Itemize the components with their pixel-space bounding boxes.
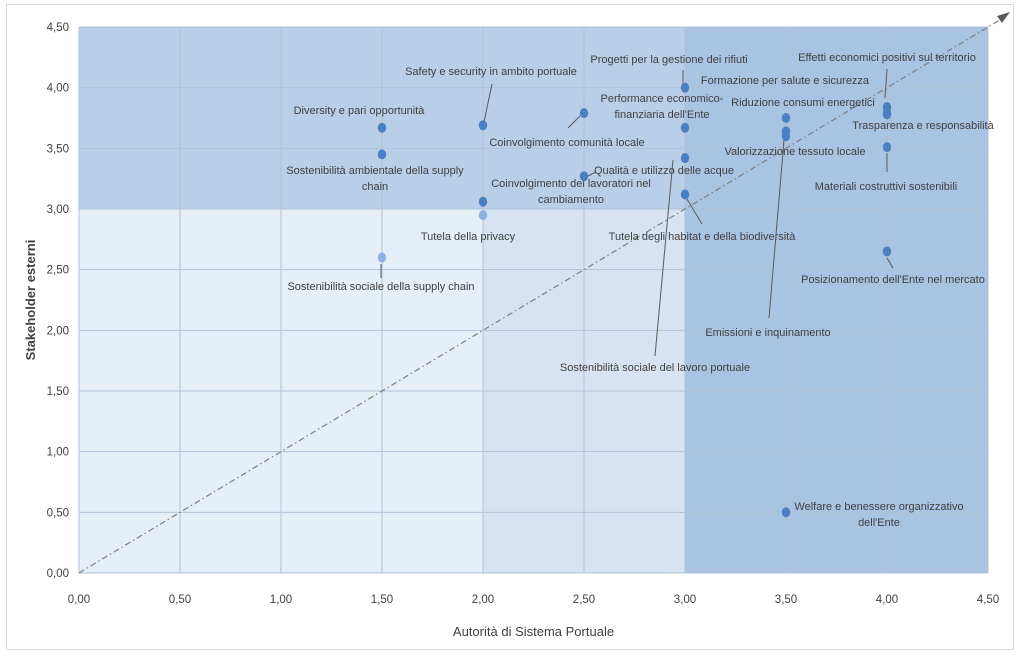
leader-line [654,159,674,357]
y-axis-title: Stakeholder esterni [23,240,38,361]
data-point [680,153,690,164]
data-point [377,252,387,263]
x-tick-label: 1,50 [371,594,393,606]
data-point-label-line: Sostenibilità sociale del lavoro portual… [560,362,750,374]
data-point-label: Sostenibilità sociale del lavoro portual… [560,362,750,374]
data-point-label: Trasparenza e responsabilità [852,120,994,132]
x-tick-label: 0,50 [169,594,191,606]
data-point-label: Welfare e benessere organizzativo dell'En… [794,501,963,529]
data-point-label-line: Posizionamento dell'Ente nel mercato [801,274,985,286]
diagonal-arrow-head [997,12,1010,23]
data-point [579,171,589,182]
leader-line [768,139,785,319]
data-point-label: Performance economico-finanziaria dell'E… [601,93,724,121]
data-point-label: Coinvolgimento dei lavoratori nel cambiam… [491,178,651,206]
data-point-label: Formazione per salute e sicurezza [701,75,870,87]
data-point [680,189,690,200]
data-point-label-line: Sostenibilità sociale della supply chain [287,281,474,293]
y-tick-label: 1,50 [47,386,69,398]
x-tick-label: 4,50 [977,594,999,606]
x-tick-label: 1,00 [270,594,292,606]
data-point [781,131,791,142]
leader-line [886,257,894,269]
data-point [781,507,791,518]
data-point-label-line: Formazione per salute e sicurezza [701,75,870,87]
data-point [882,109,892,120]
data-point-label-line: Progetti per la gestione dei rifiuti [590,54,747,66]
data-point-label: Sostenibilità ambientale della supply cha… [286,165,464,193]
data-point-label-line: cambiamento [538,194,604,206]
data-point-label: Posizionamento dell'Ente nel mercato [801,274,985,286]
data-point-label-line: Coinvolgimento dei lavoratori nel [491,178,651,190]
y-tick-label: 0,50 [47,507,69,519]
y-tick-label: 3,50 [47,143,69,155]
y-tick-label: 4,00 [47,83,69,95]
data-point-label-line: finanziaria dell'Ente [614,109,709,121]
zone-right-band [685,27,988,573]
data-point [781,113,791,123]
leader-line [884,68,888,99]
data-point-label-line: Safety e security in ambito portuale [405,66,577,78]
data-point-label: Coinvolgimento comunità locale [489,137,644,149]
leader-line [587,171,597,177]
data-point-label-line: Tutela degli habitat e della biodiversit… [609,231,797,243]
data-point-label-line: Welfare e benessere organizzativo [794,501,963,513]
y-tick-label: 4,50 [47,22,69,34]
data-point-label-line: Trasparenza e responsabilità [852,120,994,132]
data-point-label: Qualità e utilizzo delle acque [594,165,734,177]
data-point-label-line: Effetti economici positivi sul territori… [798,52,976,64]
y-tick-label: 0,00 [47,568,69,580]
data-point [882,142,892,153]
leader-line [483,83,493,123]
data-point [377,149,387,160]
x-tick-label: 4,00 [876,594,898,606]
data-point-label-line: Emissioni e inquinamento [705,327,830,339]
data-point-label: Effetti economici positivi sul territori… [798,52,976,64]
x-tick-label: 3,00 [674,594,696,606]
diagonal-reference-line [78,17,1004,574]
x-axis-title: Autorità di Sistema Portuale [453,624,614,639]
data-point-label: Valorizzazione tessuto locale [724,146,865,158]
data-point-label-line: dell'Ente [858,517,900,529]
data-point-label-line: Tutela della privacy [421,231,516,243]
data-point [680,122,690,133]
data-point-label-line: Performance economico- [601,93,724,105]
x-tick-label: 2,50 [573,594,595,606]
y-tick-label: 2,00 [47,325,69,337]
x-tick-label: 2,00 [472,594,494,606]
data-point [478,120,488,131]
data-point-label: Tutela della privacy [421,231,516,243]
data-point [680,82,690,93]
chart-frame [6,4,1014,650]
data-point [882,246,892,257]
y-tick-label: 2,50 [47,265,69,277]
y-tick-label: 1,00 [47,447,69,459]
data-point [478,210,488,221]
data-point-label: Safety e security in ambito portuale [405,66,577,78]
x-tick-label: 0,00 [68,594,90,606]
data-point-label-line: chain [362,181,388,193]
data-point-label-line: Diversity e pari opportunità [294,105,426,117]
y-tick-label: 3,00 [47,204,69,216]
data-point-label: Progetti per la gestione dei rifiuti [590,54,747,66]
data-point-label-line: Coinvolgimento comunità locale [489,137,644,149]
data-point-label: Sostenibilità sociale della supply chain [287,281,474,293]
data-point [478,196,488,207]
data-point-label-line: Sostenibilità ambientale della supply [286,165,464,177]
data-point-label-line: Materiali costruttivi sostenibili [815,181,957,193]
data-point-label-line: Qualità e utilizzo delle acque [594,165,734,177]
data-point-label: Tutela degli habitat e della biodiversit… [609,231,797,243]
data-point-label: Materiali costruttivi sostenibili [815,181,957,193]
data-point-label-line: Riduzione consumi energetici [731,97,875,109]
x-tick-label: 3,50 [775,594,797,606]
leader-line [567,115,581,129]
data-point [377,122,387,133]
data-point-label: Riduzione consumi energetici [731,97,875,109]
leader-line [686,198,703,225]
data-point-label: Diversity e pari opportunità [294,105,426,117]
data-point [579,108,589,119]
data-point-label-line: Valorizzazione tessuto locale [724,146,865,158]
data-point-label: Emissioni e inquinamento [705,327,830,339]
